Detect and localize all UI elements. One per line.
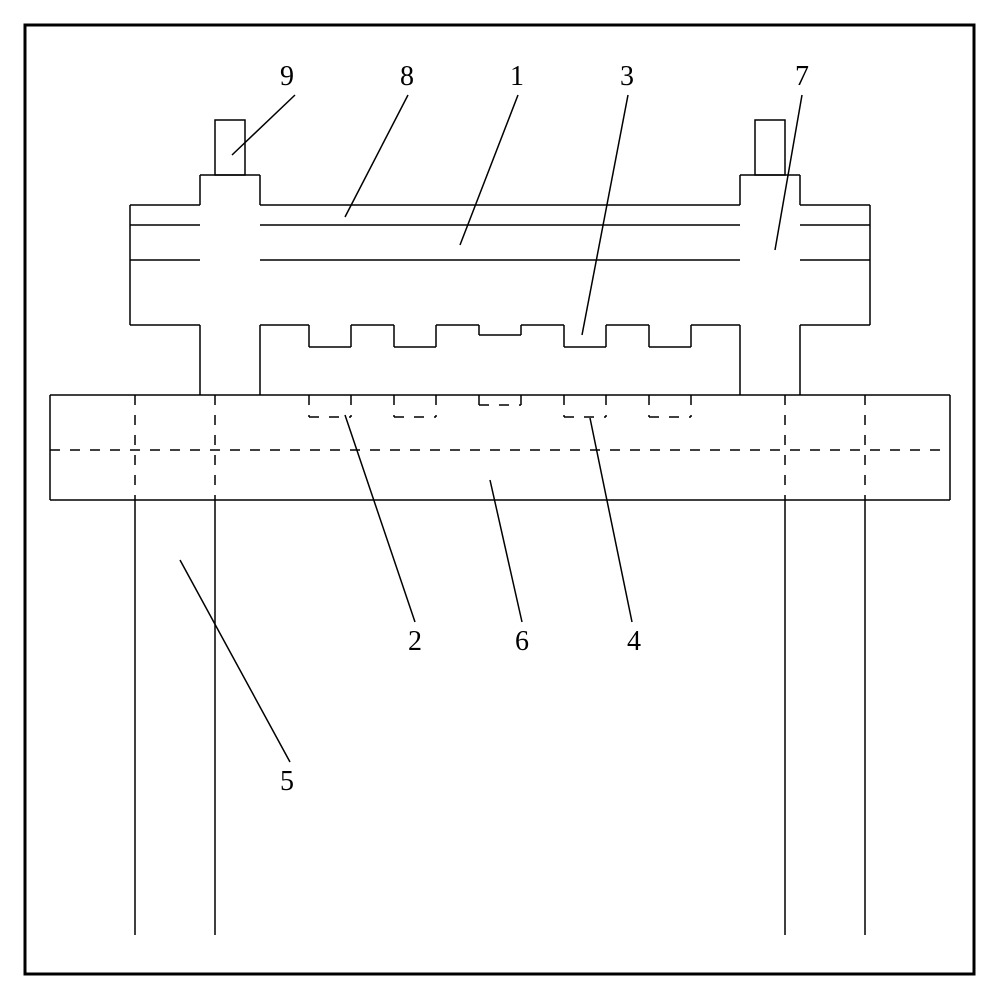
label-text-9: 9 [280, 61, 294, 92]
label-text-1: 1 [510, 61, 524, 92]
label-text-4: 4 [627, 626, 641, 657]
label-text-2: 2 [408, 626, 422, 657]
label-text-7: 7 [795, 61, 809, 92]
label-text-6: 6 [515, 626, 529, 657]
label-text-5: 5 [280, 766, 294, 797]
label-text-3: 3 [620, 61, 634, 92]
label-text-8: 8 [400, 61, 414, 92]
